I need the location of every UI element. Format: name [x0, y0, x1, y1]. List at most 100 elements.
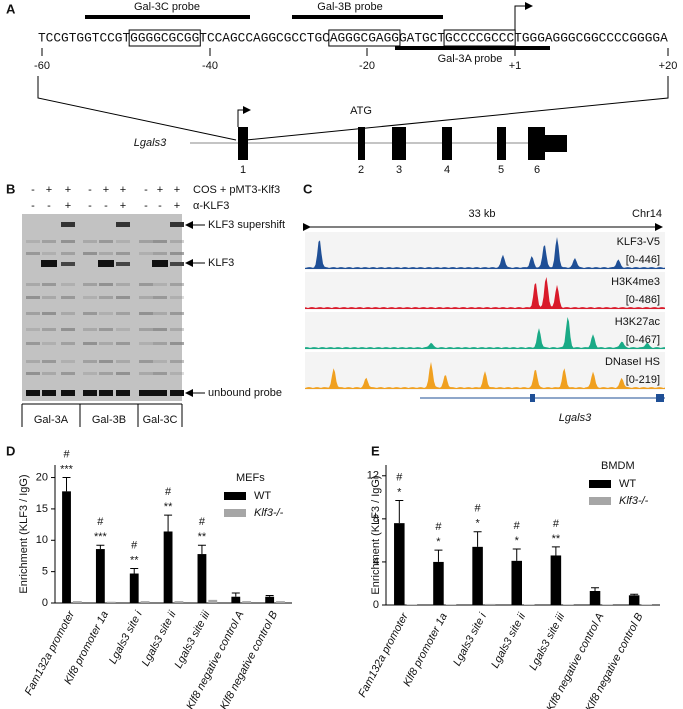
significance: #: [435, 521, 442, 533]
gel-smear: [83, 328, 97, 331]
zoom-lines: [37, 76, 669, 141]
gel-smear: [116, 283, 130, 286]
bar: [197, 554, 207, 603]
gel-band: [42, 390, 56, 396]
x-tick-label: Lgals3 site ii: [140, 609, 179, 669]
bar: [62, 491, 71, 603]
significance: #: [63, 448, 70, 460]
lane-sign: +: [174, 200, 180, 212]
gel-band: [170, 222, 184, 227]
gel-smear: [116, 372, 130, 375]
y-tick-label: 12: [367, 470, 379, 482]
gel-smear: [153, 328, 167, 331]
motif-box: [328, 29, 401, 47]
x-tick-label: Lgals3 site iii: [527, 611, 567, 673]
sequence-segment: TCCGTGGTCCGT: [38, 30, 130, 45]
gel-smear: [42, 283, 56, 286]
bar: [95, 549, 105, 603]
panel-letter: A: [6, 1, 16, 16]
bar: [406, 604, 418, 605]
gel-smear: [26, 252, 40, 255]
error-bar: [231, 592, 240, 597]
gel-smear: [42, 342, 56, 345]
gene-label: Lgals3: [134, 137, 167, 149]
gel-smear: [83, 252, 97, 255]
gel-smear: [42, 296, 56, 299]
panel-letter: E: [371, 443, 380, 458]
condition-label: α-KLF3: [193, 200, 229, 212]
y-axis-label: Enrichment (KLF3 / IgG): [18, 474, 30, 593]
lane-sign: +: [157, 184, 163, 196]
gel-smear: [42, 312, 56, 315]
bar: [550, 555, 562, 605]
gel-band: [41, 260, 57, 267]
gel: [22, 214, 182, 401]
sequence-segment: TGGGAGGGCGGCCCCGGGGA: [514, 30, 668, 45]
x-tick-label: Lgals3 site i: [107, 609, 145, 666]
gene-label: Lgals3: [559, 412, 592, 424]
bar: [174, 601, 184, 603]
gel-smear: [99, 360, 113, 363]
track-name: KLF3-V5: [617, 236, 660, 248]
exon-label: 1: [240, 164, 246, 176]
gel-smear: [61, 360, 75, 363]
bar: [602, 604, 613, 605]
bar: [265, 596, 275, 603]
bar: [511, 560, 522, 605]
bar: [106, 601, 116, 603]
track-range: [0-446]: [626, 254, 660, 266]
band-label: KLF3 supershift: [208, 219, 285, 231]
lane-sign: -: [47, 200, 51, 212]
panel-letter: C: [303, 181, 313, 196]
gel-band: [116, 262, 130, 266]
lane-sign: -: [144, 200, 148, 212]
error-bar: [630, 593, 639, 596]
legend-swatch: [589, 497, 611, 505]
probe-label: Gal-3A probe: [438, 53, 503, 65]
significance: *: [475, 518, 480, 530]
gel-smear: [99, 252, 113, 255]
gel-smear: [26, 342, 40, 345]
position-label: +1: [509, 60, 522, 72]
significance: *: [397, 486, 402, 498]
gel-smear: [116, 312, 130, 315]
track-range: [0-486]: [626, 294, 660, 306]
gel-smear: [83, 240, 97, 243]
lane-sign: -: [88, 184, 92, 196]
gel-smear: [26, 328, 40, 331]
atg-label: ATG: [350, 105, 372, 117]
gel-smear: [170, 252, 184, 255]
gel-band: [153, 390, 167, 396]
y-axis-label: Enrichment (KLF3 / IgG): [370, 475, 382, 594]
gel-smear: [26, 296, 40, 299]
gel-smear: [153, 252, 167, 255]
y-tick-label: 5: [42, 566, 48, 578]
legend-label: WT: [254, 490, 271, 502]
motif-box: [128, 29, 201, 47]
bar: [163, 531, 173, 603]
significance: ***: [60, 463, 74, 475]
gel-smear: [42, 240, 56, 243]
sequence-segment: AGGGCGAGG: [330, 30, 399, 45]
y-tick-label: 4: [373, 556, 379, 568]
y-tick-label: 20: [36, 471, 48, 483]
gel-smear: [170, 372, 184, 375]
significance: #: [199, 516, 206, 528]
gel-smear: [153, 372, 167, 375]
bar: [276, 601, 285, 603]
gel-smear: [99, 296, 113, 299]
significance: **: [552, 533, 561, 545]
chromosome-label: Chr14: [632, 208, 662, 220]
legend-title: BMDM: [601, 460, 635, 472]
gel-smear: [170, 312, 184, 315]
gel-smear: [170, 328, 184, 331]
gel-band: [139, 390, 153, 396]
significance: #: [97, 516, 104, 528]
probe-bar: [292, 15, 443, 19]
bar: [394, 523, 405, 605]
lane-sign: -: [88, 200, 92, 212]
gel-smear: [139, 328, 153, 331]
significance: **: [198, 531, 207, 543]
gel-smear: [61, 372, 75, 375]
gel-smear: [83, 312, 97, 315]
